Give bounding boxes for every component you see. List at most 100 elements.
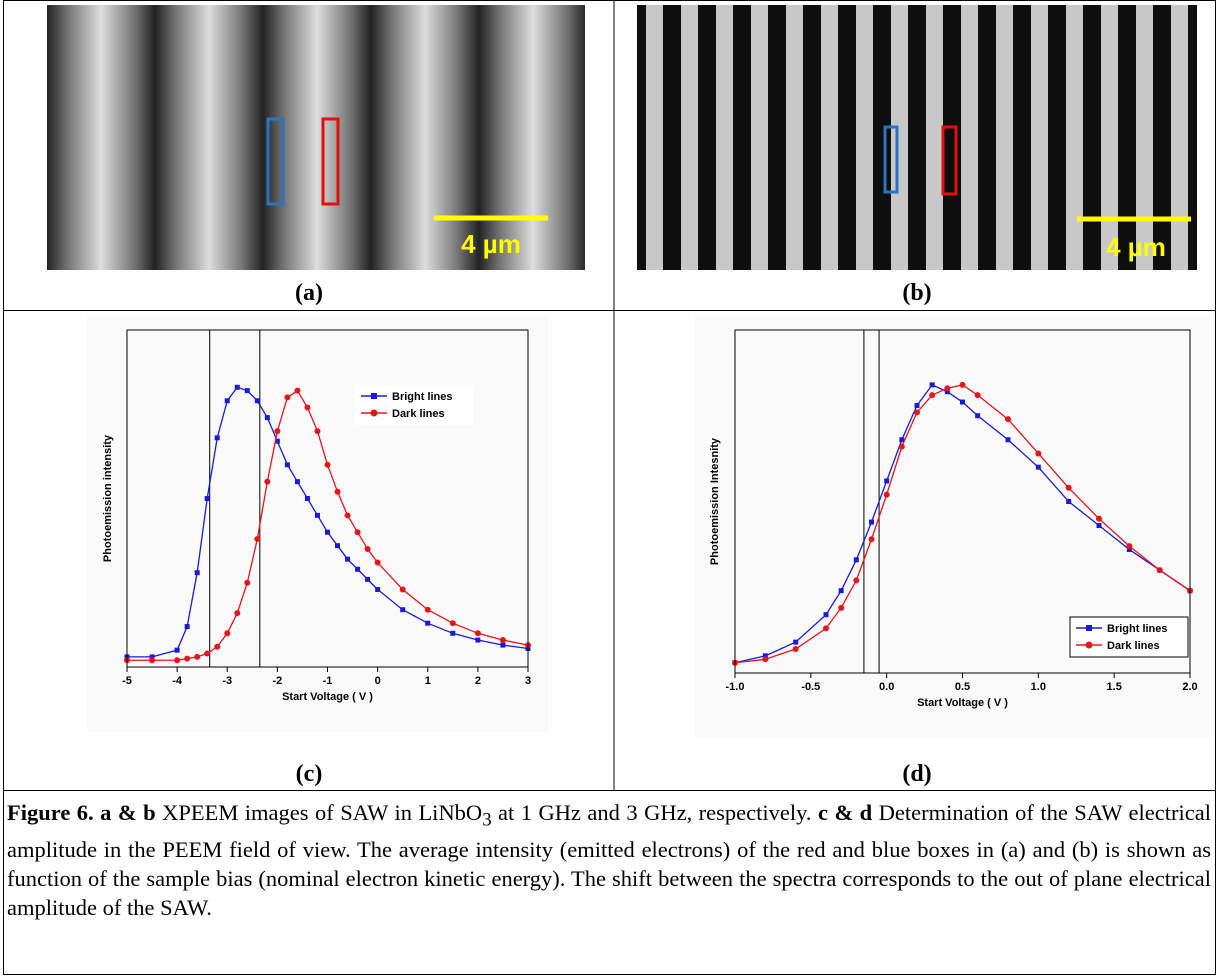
data-point [869,519,874,525]
legend-box [355,385,473,425]
caption: Figure 6. a & b XPEEM images of SAW in L… [7,798,1211,922]
data-point [284,394,291,401]
data-point [345,556,351,562]
data-point [335,543,341,549]
x-tick-label: 3 [525,675,531,687]
data-point [204,496,210,501]
caption-subscript: 3 [482,809,492,831]
data-point [1005,416,1011,423]
data-point [475,637,481,643]
data-point [204,650,211,657]
data-point [425,620,431,626]
data-point [214,643,221,650]
x-axis-label: Start Voltage ( V ) [282,691,373,703]
data-point [959,381,966,388]
panel-label: (c) [296,761,323,787]
panel-label: (d) [902,761,931,787]
xpeem-image [47,5,585,270]
x-axis-label: Start Voltage ( V ) [917,697,1008,709]
x-tick-label: 2.0 [1182,681,1197,693]
data-point [793,639,799,645]
data-point [254,398,260,404]
data-point [224,630,231,637]
legend-marker [1085,641,1093,649]
plot-background [695,315,1210,738]
data-point [174,657,181,664]
data-point [224,398,230,404]
data-point [400,607,406,613]
data-point [149,654,155,660]
data-point [264,478,271,485]
legend-label: Dark lines [1107,640,1160,652]
plot-frame [126,329,529,668]
data-point [929,382,935,388]
data-point [355,566,361,572]
data-point [184,624,190,630]
data-point [1035,450,1042,457]
data-point [214,435,220,441]
data-point [334,488,341,495]
data-point [304,404,311,411]
data-point [823,625,829,632]
data-point [944,385,951,392]
legend-marker [371,393,377,399]
data-point [792,645,799,652]
caption-text: XPEEM images of SAW in LiNbO [155,800,483,825]
data-point [450,630,456,636]
data-point [194,570,200,576]
xpeem-image [637,5,1197,270]
data-point [264,415,270,421]
data-point [853,577,860,584]
data-point [1126,547,1132,553]
caption-bold: c & d [818,800,873,825]
data-point [234,384,240,390]
data-point [244,579,251,586]
legend-marker [370,409,378,417]
data-point [364,546,371,553]
x-tick-label: -5 [122,675,132,687]
legend-marker [1086,625,1092,631]
scale-label: 4 µm [461,229,521,259]
data-point [974,392,981,399]
data-point [324,461,331,468]
red-box [321,117,340,206]
data-point [884,478,890,484]
data-point [354,529,361,536]
data-point [499,637,506,644]
x-tick-label: 0 [375,675,381,687]
data-point [474,630,481,637]
panel-label: (a) [295,280,323,306]
data-point [325,529,330,535]
x-tick-label: -1 [323,675,333,687]
data-point [294,479,300,485]
data-point [899,437,905,443]
data-point [1126,543,1133,550]
data-point [914,402,920,408]
data-point [853,557,859,563]
data-point [500,642,506,648]
x-tick-label: -4 [172,675,183,687]
data-point [424,606,431,613]
x-tick-label: 1.0 [1031,681,1046,693]
x-tick-label: 1.5 [1107,681,1122,693]
panel-label: (b) [902,280,931,306]
data-point [184,655,191,662]
data-point [254,535,261,542]
x-tick-label: 0.0 [879,681,894,693]
y-axis-label: Photoemission intensity [102,434,114,562]
data-point [194,653,201,660]
x-tick-label: 2 [475,675,481,687]
data-point [314,428,321,435]
data-point [314,512,320,518]
x-tick-label: -0.5 [801,681,820,693]
data-point [1156,567,1163,574]
red-box [941,125,958,196]
caption-text: at 1 GHz and 3 GHz, respectively. [491,800,819,825]
data-point [399,586,406,593]
scale-label: 4 µm [1106,232,1166,262]
data-point [274,438,280,444]
data-point [149,657,156,664]
caption-bold: Figure 6. a & b [7,800,156,825]
data-point [304,496,310,501]
